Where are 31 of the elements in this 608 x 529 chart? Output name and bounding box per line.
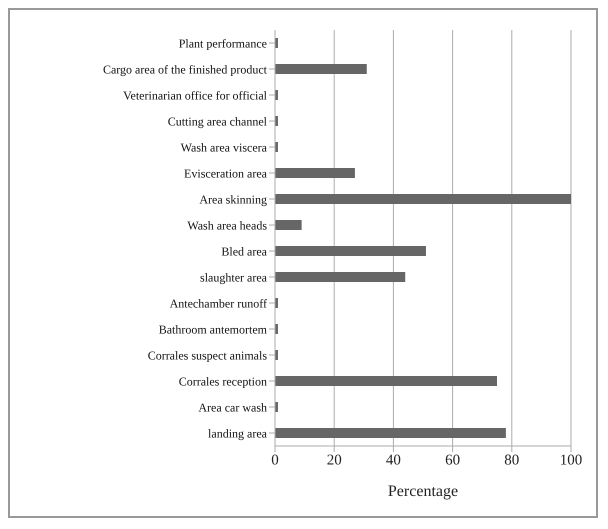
y-tick-label: Cutting area channel [168, 114, 268, 128]
y-tick-label: Wash area viscera [180, 140, 268, 154]
y-tick-label: Wash area heads [187, 218, 268, 232]
x-tick-label: 60 [445, 452, 460, 469]
bar [275, 168, 355, 178]
x-axis-title: Percentage [388, 483, 458, 500]
y-tick-label: Bathroom antemortem [158, 322, 268, 336]
y-tick-label: Veterinarian office for official [123, 88, 268, 102]
y-tick-label: Corrales reception [178, 374, 267, 388]
y-tick-label: Area skinning [199, 192, 267, 206]
x-tick-label: 20 [326, 452, 342, 469]
y-tick-label: Plant performance [178, 36, 267, 50]
bar [275, 272, 406, 282]
y-tick-label: Bled area [221, 244, 268, 258]
y-tick-label: Evisceration area [184, 166, 268, 180]
bar [275, 246, 426, 256]
x-tick-label: 80 [504, 452, 520, 469]
bar [275, 64, 367, 74]
x-tick-label: 0 [271, 452, 279, 469]
bar [275, 428, 506, 438]
y-tick-label: landing area [208, 426, 268, 440]
y-tick-label: Cargo area of the finished product [102, 62, 268, 76]
bar [275, 194, 571, 204]
y-tick-label: Antechamber runoff [170, 296, 268, 310]
bar [275, 376, 497, 386]
y-tick-label: Area car wash [198, 400, 267, 414]
x-tick-label: 100 [560, 452, 582, 469]
y-tick-label: Corrales suspect animals [148, 348, 268, 362]
bar [275, 220, 302, 230]
x-tick-label: 40 [386, 452, 401, 469]
y-tick-label: slaughter area [200, 270, 268, 284]
